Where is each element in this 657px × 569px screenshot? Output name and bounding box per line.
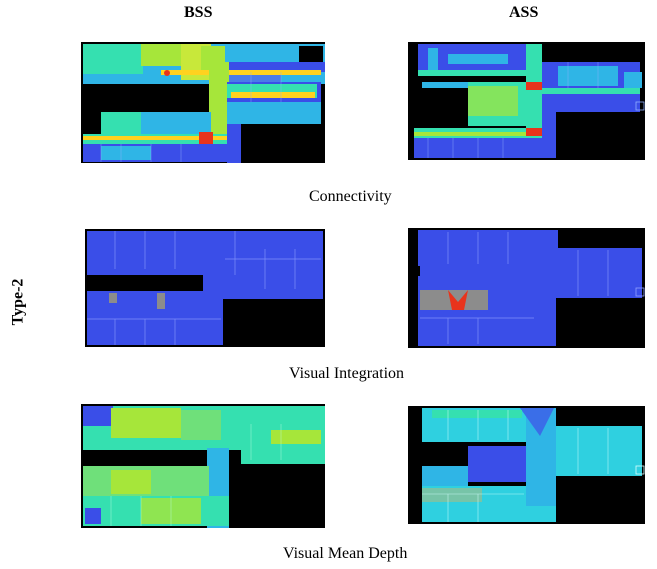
integration-bss-map	[85, 229, 325, 347]
floor-plan-graph	[422, 408, 645, 524]
meandepth-ass-map	[408, 406, 645, 524]
floor-plan-graph	[83, 406, 325, 528]
caption-visual-mean-depth: Visual Mean Depth	[283, 545, 408, 562]
caption-connectivity: Connectivity	[309, 188, 392, 205]
floor-plan-graph	[81, 44, 325, 163]
column-header-ass: ASS	[509, 4, 539, 21]
row-label-text: Type-2	[9, 278, 26, 326]
row-label: Type-2	[2, 272, 34, 332]
meandepth-bss-map	[81, 404, 325, 528]
caption-visual-integration: Visual Integration	[289, 365, 405, 382]
integration-ass-map	[408, 228, 645, 348]
floor-plan-graph	[414, 44, 645, 160]
column-header-bss: BSS	[184, 4, 213, 21]
connectivity-ass-map	[408, 42, 645, 160]
connectivity-bss-map	[81, 42, 325, 163]
floor-plan-graph	[87, 231, 325, 347]
floor-plan-graph	[418, 230, 645, 348]
